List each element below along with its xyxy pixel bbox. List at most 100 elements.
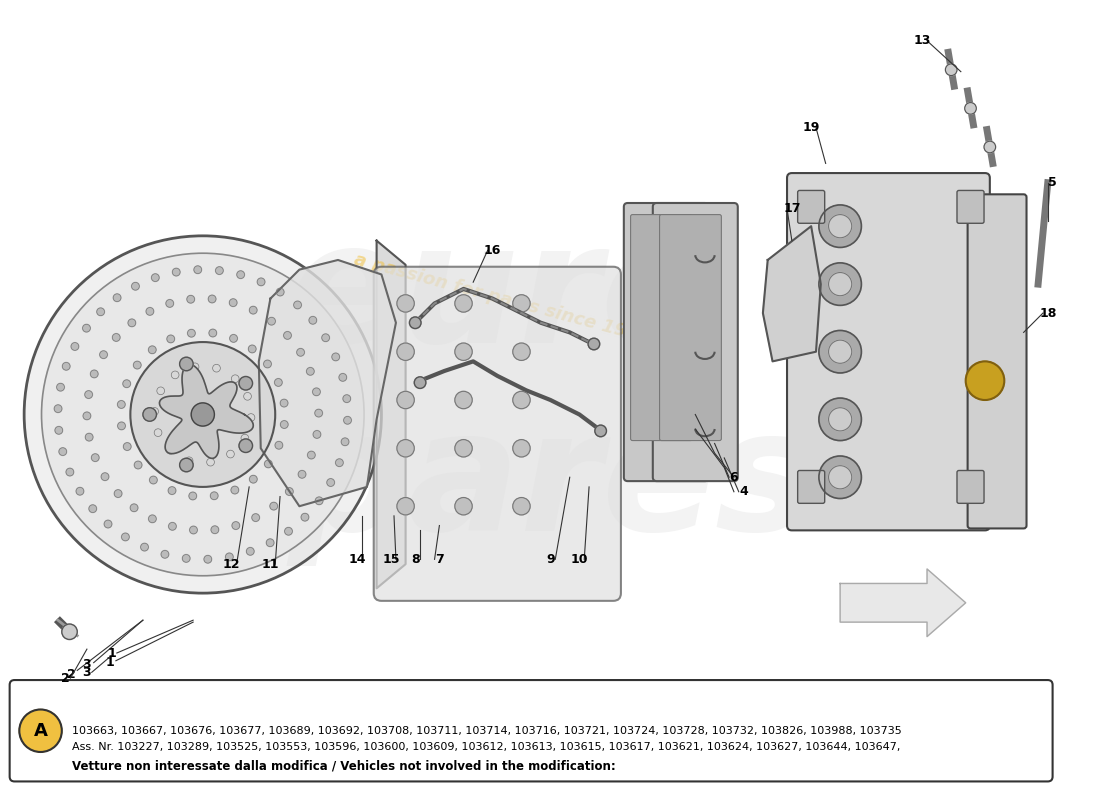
- Circle shape: [267, 318, 275, 325]
- Circle shape: [24, 236, 382, 593]
- Circle shape: [264, 360, 272, 368]
- Circle shape: [454, 343, 472, 361]
- Circle shape: [179, 358, 194, 370]
- Circle shape: [134, 461, 142, 469]
- Circle shape: [818, 205, 861, 247]
- Circle shape: [230, 334, 238, 342]
- Circle shape: [252, 514, 260, 522]
- Circle shape: [322, 334, 330, 342]
- Circle shape: [104, 520, 112, 528]
- Circle shape: [818, 398, 861, 441]
- Circle shape: [284, 331, 292, 339]
- FancyBboxPatch shape: [660, 214, 722, 441]
- Circle shape: [54, 405, 62, 413]
- Circle shape: [276, 288, 284, 296]
- Circle shape: [55, 426, 63, 434]
- Circle shape: [818, 456, 861, 498]
- Text: 4: 4: [739, 486, 748, 498]
- Text: a passion for parts since 1984: a passion for parts since 1984: [352, 250, 652, 347]
- Circle shape: [239, 377, 253, 390]
- Circle shape: [212, 364, 220, 372]
- Text: 15: 15: [383, 553, 400, 566]
- Circle shape: [828, 408, 851, 431]
- Circle shape: [397, 498, 415, 515]
- Circle shape: [167, 335, 175, 342]
- FancyBboxPatch shape: [10, 680, 1053, 782]
- Circle shape: [343, 394, 351, 402]
- FancyBboxPatch shape: [957, 470, 984, 503]
- Circle shape: [166, 446, 174, 454]
- FancyBboxPatch shape: [786, 173, 990, 530]
- Circle shape: [131, 342, 275, 487]
- Circle shape: [72, 342, 79, 350]
- Text: 12: 12: [223, 558, 241, 570]
- Circle shape: [210, 492, 218, 500]
- Text: 10: 10: [571, 553, 588, 566]
- Circle shape: [945, 64, 957, 75]
- Text: 8: 8: [411, 553, 419, 566]
- Circle shape: [308, 451, 316, 459]
- Text: 17: 17: [783, 202, 801, 215]
- Circle shape: [185, 457, 192, 465]
- Text: euro
spares: euro spares: [189, 214, 815, 566]
- Circle shape: [208, 295, 216, 303]
- Circle shape: [207, 458, 215, 466]
- Circle shape: [280, 421, 288, 428]
- Text: 18: 18: [1040, 306, 1056, 319]
- Circle shape: [123, 380, 131, 387]
- Circle shape: [828, 273, 851, 296]
- Circle shape: [59, 448, 67, 455]
- Text: 11: 11: [262, 558, 279, 570]
- Circle shape: [341, 438, 349, 446]
- FancyBboxPatch shape: [624, 203, 708, 481]
- Circle shape: [454, 498, 472, 515]
- Circle shape: [231, 375, 239, 382]
- Circle shape: [236, 271, 244, 278]
- Circle shape: [415, 377, 426, 389]
- FancyBboxPatch shape: [968, 194, 1026, 529]
- Circle shape: [118, 401, 125, 408]
- Text: 5: 5: [1048, 176, 1057, 190]
- Circle shape: [57, 383, 65, 391]
- FancyBboxPatch shape: [798, 190, 825, 223]
- Circle shape: [244, 393, 252, 400]
- Circle shape: [179, 458, 194, 472]
- Circle shape: [132, 282, 140, 290]
- Text: 6: 6: [729, 470, 738, 484]
- Circle shape: [62, 624, 77, 639]
- Circle shape: [239, 439, 253, 453]
- Circle shape: [828, 466, 851, 489]
- Circle shape: [85, 390, 92, 398]
- Circle shape: [314, 430, 321, 438]
- Text: A: A: [34, 722, 47, 740]
- Polygon shape: [160, 365, 253, 458]
- Circle shape: [828, 214, 851, 238]
- Circle shape: [241, 434, 249, 442]
- Circle shape: [150, 476, 157, 484]
- Circle shape: [327, 478, 334, 486]
- Circle shape: [312, 388, 320, 396]
- Circle shape: [828, 340, 851, 363]
- Circle shape: [66, 468, 74, 476]
- Circle shape: [227, 450, 234, 458]
- Circle shape: [264, 460, 272, 468]
- Circle shape: [270, 502, 277, 510]
- Circle shape: [409, 317, 421, 329]
- Circle shape: [152, 274, 160, 282]
- Text: 2: 2: [62, 672, 70, 685]
- Circle shape: [316, 497, 323, 505]
- Circle shape: [191, 403, 214, 426]
- Polygon shape: [763, 226, 821, 362]
- Circle shape: [112, 334, 120, 342]
- Circle shape: [332, 353, 340, 361]
- Circle shape: [141, 543, 149, 551]
- Circle shape: [232, 522, 240, 530]
- Circle shape: [133, 362, 141, 369]
- Text: 16: 16: [484, 244, 502, 257]
- Circle shape: [161, 550, 168, 558]
- Circle shape: [229, 298, 236, 306]
- Circle shape: [294, 301, 301, 309]
- Circle shape: [121, 533, 130, 541]
- Circle shape: [204, 555, 211, 563]
- Circle shape: [216, 266, 223, 274]
